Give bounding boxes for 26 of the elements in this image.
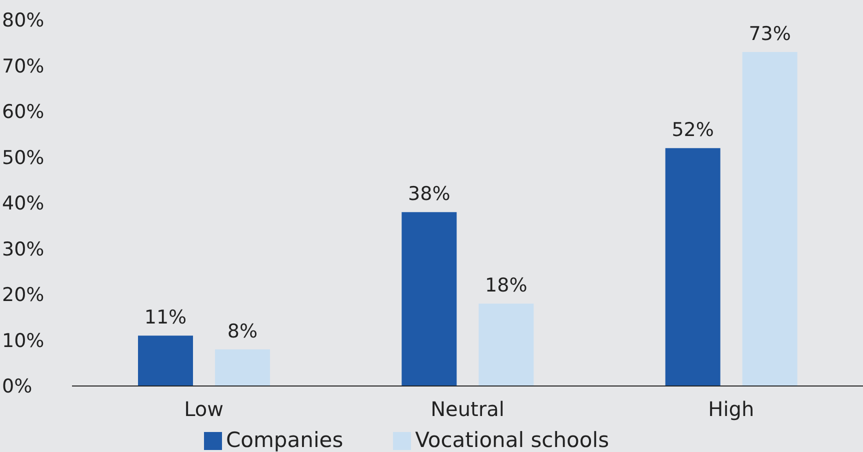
data-label: 52%	[672, 119, 714, 142]
legend-label: Vocational schools	[415, 428, 610, 452]
y-tick-label: 10%	[2, 330, 44, 352]
y-tick-label: 30%	[2, 238, 44, 260]
y-tick-label: 0%	[2, 376, 32, 398]
x-tick-label: Neutral	[430, 397, 504, 422]
data-label: 8%	[227, 320, 258, 342]
data-label: 11%	[144, 306, 187, 329]
bar	[402, 212, 457, 386]
y-tick-label: 40%	[2, 192, 44, 215]
bar	[215, 349, 270, 386]
bar	[138, 336, 193, 386]
bar	[742, 52, 798, 386]
data-label: 38%	[408, 183, 450, 206]
y-tick-label: 20%	[2, 284, 44, 306]
x-tick-label: High	[708, 397, 754, 422]
x-tick-label: Low	[184, 397, 224, 422]
data-label: 18%	[485, 274, 528, 297]
bar	[478, 304, 534, 386]
data-label: 73%	[748, 23, 791, 46]
y-tick-label: 70%	[2, 55, 44, 78]
y-tick-label: 50%	[2, 146, 44, 169]
bar	[665, 148, 720, 386]
y-tick-label: 80%	[2, 10, 44, 32]
legend-label: Companies	[226, 428, 344, 452]
y-tick-label: 60%	[2, 101, 44, 124]
